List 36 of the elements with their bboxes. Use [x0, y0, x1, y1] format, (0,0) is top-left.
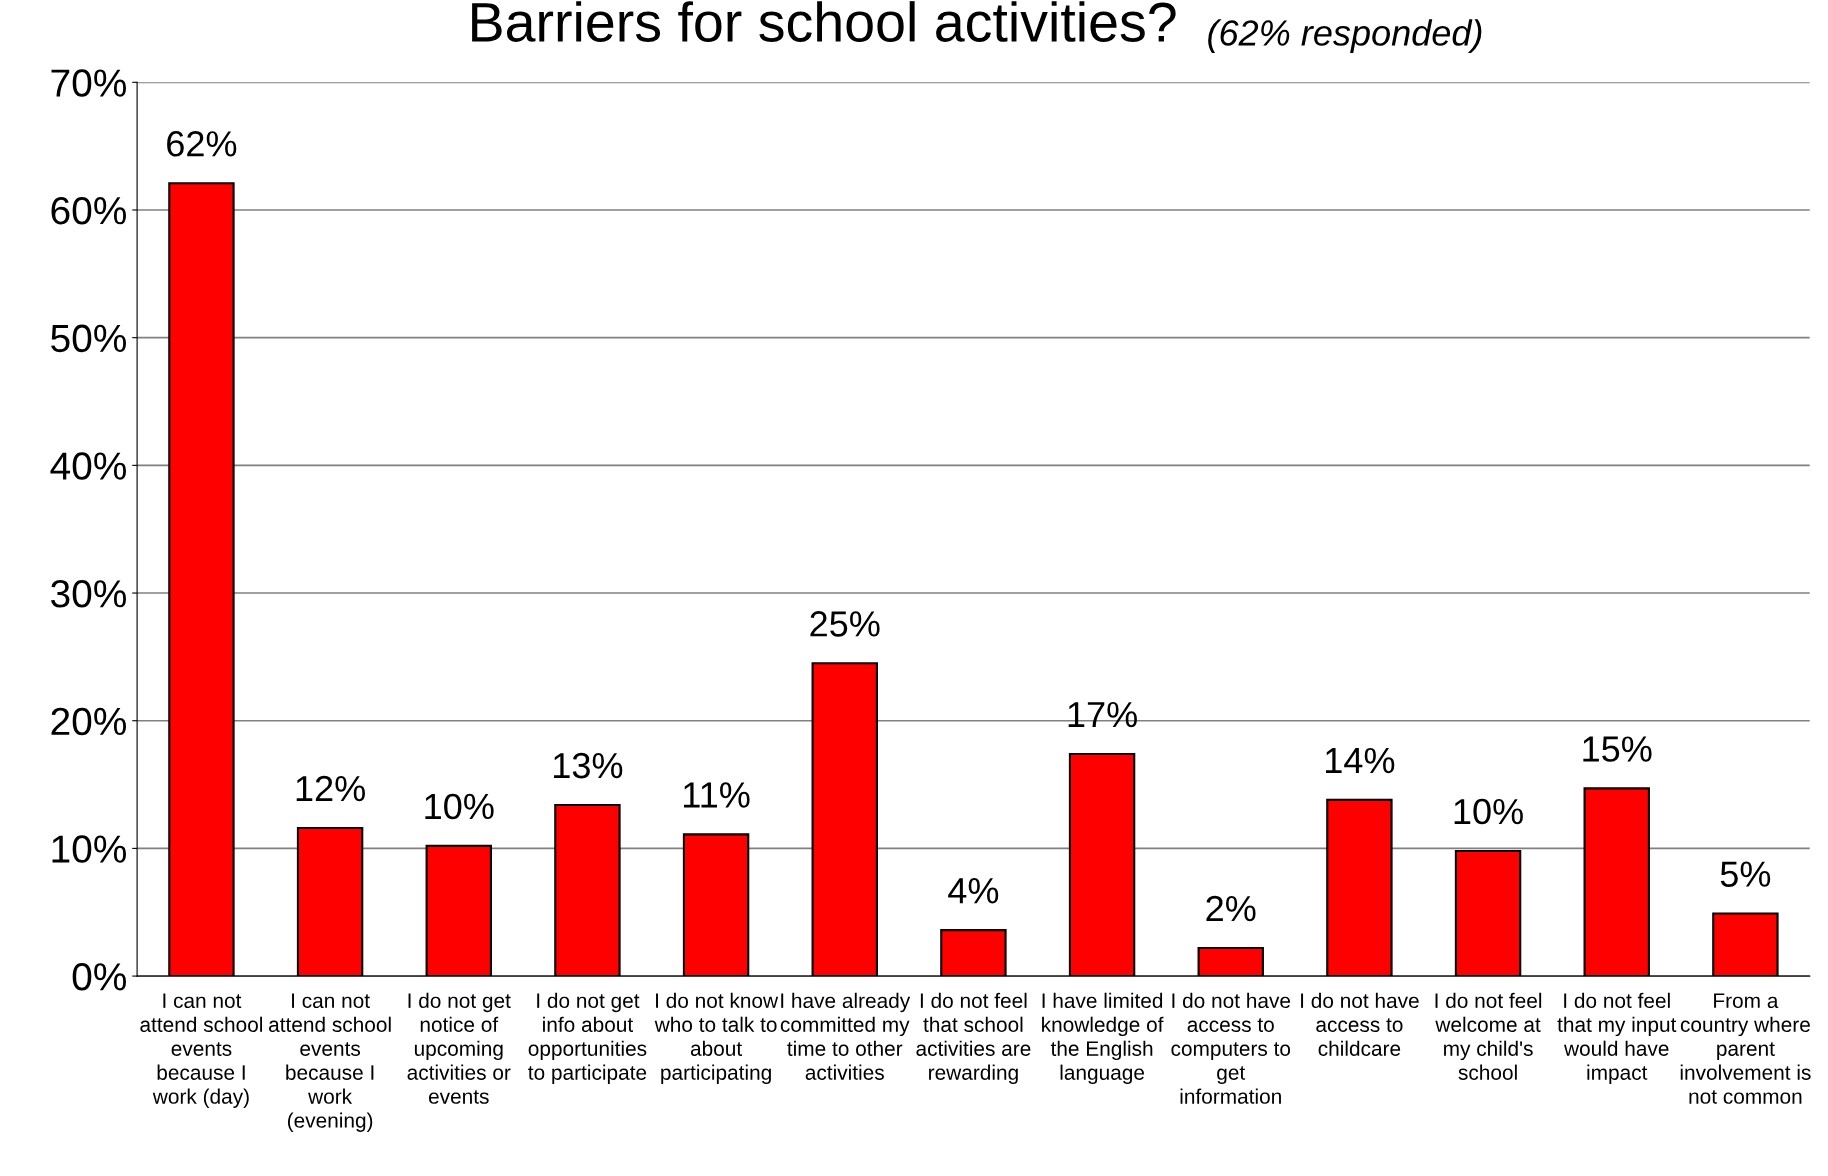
data-label: 15%	[1583, 736, 1652, 762]
data-label: 14%	[1326, 747, 1395, 774]
data-label: 62%	[167, 131, 237, 157]
data-label: 25%	[810, 611, 880, 637]
data-label: 2%	[1206, 895, 1256, 922]
y-tick-label: 20%	[51, 707, 126, 736]
x-tick-label: I do not have access to computers to get information	[1171, 992, 1291, 1104]
data-label: 12%	[296, 775, 365, 802]
x-tick-label: I can not attend school events because I work (evening)	[269, 993, 391, 1132]
x-tick-label: I do not feel that school activities are rewarding	[916, 992, 1031, 1085]
y-tick-label: 50%	[51, 324, 126, 353]
x-tick-label: From a country where parent involvement is not common	[1680, 993, 1811, 1104]
y-tick-label: 70%	[51, 69, 126, 97]
data-label: 17%	[1068, 701, 1137, 728]
chart-title: Barriers for school activities?	[472, 1, 1176, 42]
data-label: 10%	[1454, 798, 1523, 825]
y-tick-label: 40%	[50, 452, 126, 480]
data-label: 4%	[948, 878, 999, 904]
x-tick-label: I have already committed my time to other activities	[780, 992, 911, 1080]
x-tick-label: I do not get notice of upcoming activities or events	[407, 992, 511, 1104]
data-label: 5%	[1720, 861, 1771, 887]
data-label: 10%	[425, 793, 494, 820]
y-tick-label: 60%	[51, 196, 126, 225]
y-tick-label: 30%	[51, 579, 126, 608]
x-tick-label: I do not feel that my input would have impact	[1557, 992, 1677, 1085]
x-tick-label: I do not have access to childcare	[1301, 992, 1419, 1056]
data-label: 13%	[554, 752, 623, 779]
x-tick-label: I do not get info about opportunities to participate	[528, 992, 647, 1085]
x-tick-label: I can not attend school events because I work (day)	[140, 993, 263, 1108]
x-tick-label: I do not know who to talk to about participating	[654, 992, 779, 1085]
y-tick-label: 0%	[72, 963, 126, 991]
x-tick-label: I do not feel welcome at my child's school	[1435, 992, 1542, 1080]
data-label: 11%	[684, 782, 750, 808]
x-tick-label: I have limited knowledge of the English language	[1042, 992, 1164, 1085]
chart-subtitle: (62% responded)	[1208, 19, 1482, 53]
y-tick-label: 10%	[52, 835, 126, 863]
